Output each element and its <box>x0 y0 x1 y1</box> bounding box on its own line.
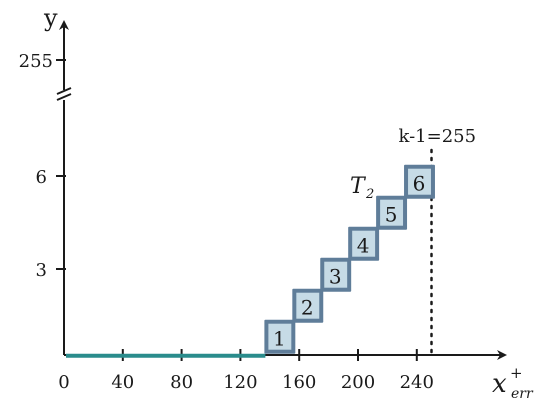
axis-break-mark <box>56 93 72 101</box>
y-tick-label-255: 255 <box>19 51 53 72</box>
y-tick-label: 6 <box>36 167 47 188</box>
step-block <box>408 168 431 195</box>
axis-break-mark <box>56 87 72 95</box>
x-axis-label-superscript: + <box>510 364 523 382</box>
x-tick-label: 200 <box>341 372 375 393</box>
step-label: 4 <box>357 234 370 258</box>
x-tick-label: 80 <box>170 372 193 393</box>
step-label: 2 <box>301 296 314 320</box>
t2-annotation-subscript: 2 <box>365 187 374 202</box>
t2-annotation: T <box>350 174 367 199</box>
step-block <box>296 292 320 319</box>
step-label: 1 <box>273 327 286 351</box>
step-label: 5 <box>385 203 398 227</box>
x-tick-label: 240 <box>400 372 434 393</box>
x-tick-label: 0 <box>58 372 69 393</box>
x-tick-label: 40 <box>111 372 134 393</box>
step-block <box>352 230 376 257</box>
step-label: 6 <box>413 172 426 196</box>
x-axis-label-subscript: err <box>511 386 534 402</box>
x-tick-label: 120 <box>223 372 257 393</box>
y-axis-label: y <box>43 4 58 32</box>
step-block <box>324 261 348 288</box>
threshold-label: k-1=255 <box>399 126 477 147</box>
step-block <box>268 323 292 350</box>
step-label: 3 <box>329 265 342 289</box>
y-tick-label: 3 <box>36 260 47 281</box>
step-block <box>380 199 404 226</box>
x-axis-label: x <box>492 369 507 399</box>
x-tick-label: 160 <box>282 372 316 393</box>
